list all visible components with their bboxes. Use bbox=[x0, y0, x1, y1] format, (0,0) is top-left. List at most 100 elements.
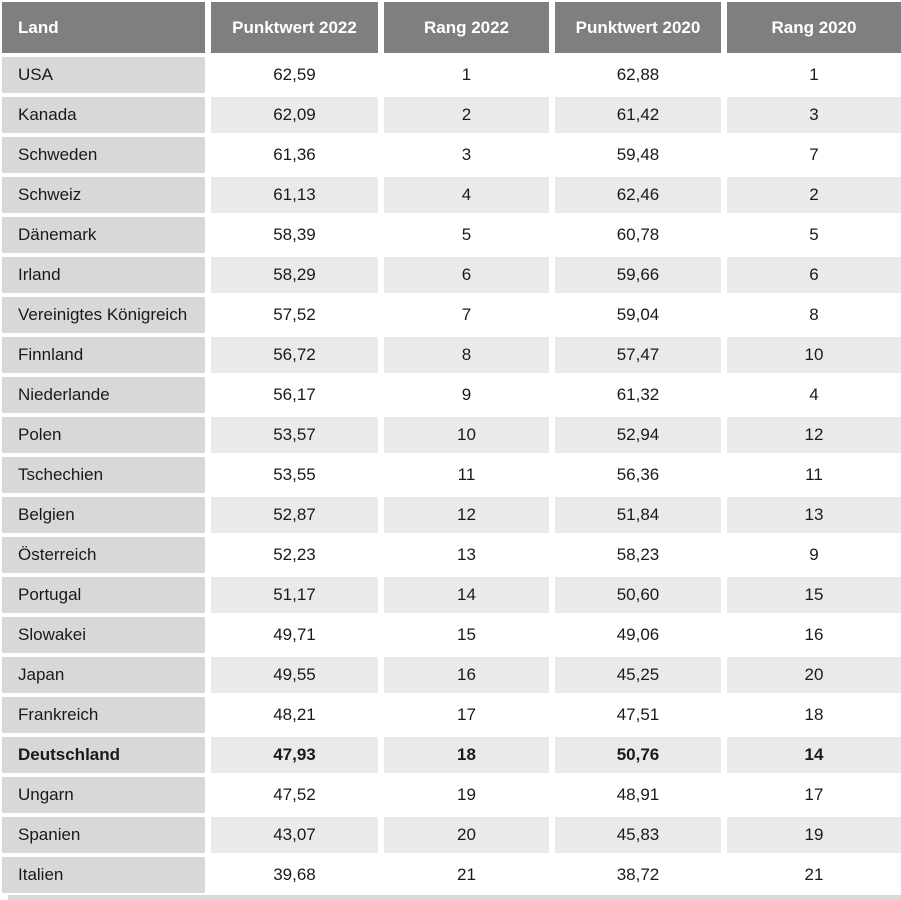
table-row: Polen 53,57 10 52,94 12 bbox=[2, 417, 901, 453]
cell-rang-2020: 4 bbox=[727, 377, 901, 413]
cell-rang-2022: 5 bbox=[384, 217, 549, 253]
cell-land: Italien bbox=[2, 857, 205, 893]
cell-punktwert-2020: 50,60 bbox=[555, 577, 721, 613]
cell-rang-2022: 1 bbox=[384, 57, 549, 93]
table-row: Tschechien 53,55 11 56,36 11 bbox=[2, 457, 901, 493]
cell-punktwert-2020: 45,25 bbox=[555, 657, 721, 693]
cell-punktwert-2020: 61,32 bbox=[555, 377, 721, 413]
cell-rang-2020: 21 bbox=[727, 857, 901, 893]
cell-punktwert-2022: 58,39 bbox=[211, 217, 378, 253]
cell-punktwert-2022: 57,52 bbox=[211, 297, 378, 333]
cell-punktwert-2020: 57,47 bbox=[555, 337, 721, 373]
cell-rang-2022: 19 bbox=[384, 777, 549, 813]
cell-rang-2022: 10 bbox=[384, 417, 549, 453]
table-row: Belgien 52,87 12 51,84 13 bbox=[2, 497, 901, 533]
cell-rang-2020: 15 bbox=[727, 577, 901, 613]
table-row: Portugal 51,17 14 50,60 15 bbox=[2, 577, 901, 613]
table-row: Kanada 62,09 2 61,42 3 bbox=[2, 97, 901, 133]
cell-land: Finnland bbox=[2, 337, 205, 373]
cell-land: Slowakei bbox=[2, 617, 205, 653]
cell-punktwert-2022: 61,13 bbox=[211, 177, 378, 213]
cell-punktwert-2020: 62,46 bbox=[555, 177, 721, 213]
cell-rang-2022: 21 bbox=[384, 857, 549, 893]
cell-rang-2020: 2 bbox=[727, 177, 901, 213]
cell-land: Irland bbox=[2, 257, 205, 293]
cell-land: Polen bbox=[2, 417, 205, 453]
cell-land: Niederlande bbox=[2, 377, 205, 413]
cell-punktwert-2020: 60,78 bbox=[555, 217, 721, 253]
cell-punktwert-2020: 59,48 bbox=[555, 137, 721, 173]
cell-land: Kanada bbox=[2, 97, 205, 133]
cell-land: Dänemark bbox=[2, 217, 205, 253]
cell-punktwert-2020: 45,83 bbox=[555, 817, 721, 853]
table-row: Italien 39,68 21 38,72 21 bbox=[2, 857, 901, 893]
cell-rang-2022: 13 bbox=[384, 537, 549, 573]
cell-punktwert-2022: 61,36 bbox=[211, 137, 378, 173]
column-header-rang-2020: Rang 2020 bbox=[727, 2, 901, 53]
cell-rang-2020: 8 bbox=[727, 297, 901, 333]
cell-punktwert-2020: 59,04 bbox=[555, 297, 721, 333]
column-header-punktwert-2020: Punktwert 2020 bbox=[555, 2, 721, 53]
table-header-row: Land Punktwert 2022 Rang 2022 Punktwert … bbox=[2, 2, 901, 53]
cell-punktwert-2022: 53,57 bbox=[211, 417, 378, 453]
cell-punktwert-2020: 38,72 bbox=[555, 857, 721, 893]
cell-rang-2022: 9 bbox=[384, 377, 549, 413]
cell-rang-2022: 16 bbox=[384, 657, 549, 693]
cell-punktwert-2020: 51,84 bbox=[555, 497, 721, 533]
cell-rang-2020: 6 bbox=[727, 257, 901, 293]
cell-punktwert-2022: 56,17 bbox=[211, 377, 378, 413]
cell-land: Frankreich bbox=[2, 697, 205, 733]
cell-rang-2022: 15 bbox=[384, 617, 549, 653]
table-row: Slowakei 49,71 15 49,06 16 bbox=[2, 617, 901, 653]
table-row: Dänemark 58,39 5 60,78 5 bbox=[2, 217, 901, 253]
cell-land: Tschechien bbox=[2, 457, 205, 493]
cell-punktwert-2022: 62,59 bbox=[211, 57, 378, 93]
cell-punktwert-2022: 47,93 bbox=[211, 737, 378, 773]
cell-punktwert-2022: 43,07 bbox=[211, 817, 378, 853]
column-header-rang-2022: Rang 2022 bbox=[384, 2, 549, 53]
cell-punktwert-2020: 47,51 bbox=[555, 697, 721, 733]
table-row: Deutschland 47,93 18 50,76 14 bbox=[2, 737, 901, 773]
cell-punktwert-2020: 58,23 bbox=[555, 537, 721, 573]
table-row: Japan 49,55 16 45,25 20 bbox=[2, 657, 901, 693]
cell-punktwert-2020: 50,76 bbox=[555, 737, 721, 773]
table-body: USA 62,59 1 62,88 1 Kanada 62,09 2 61,42 3 Schwede… bbox=[2, 57, 901, 893]
cell-rang-2020: 9 bbox=[727, 537, 901, 573]
cell-rang-2020: 17 bbox=[727, 777, 901, 813]
table-row: Österreich 52,23 13 58,23 9 bbox=[2, 537, 901, 573]
cell-rang-2020: 16 bbox=[727, 617, 901, 653]
cell-rang-2020: 18 bbox=[727, 697, 901, 733]
cell-punktwert-2020: 49,06 bbox=[555, 617, 721, 653]
cell-punktwert-2022: 52,87 bbox=[211, 497, 378, 533]
cell-rang-2020: 1 bbox=[727, 57, 901, 93]
cell-land: Spanien bbox=[2, 817, 205, 853]
cell-rang-2022: 3 bbox=[384, 137, 549, 173]
table-row: Irland 58,29 6 59,66 6 bbox=[2, 257, 901, 293]
cell-punktwert-2020: 52,94 bbox=[555, 417, 721, 453]
cell-rang-2022: 14 bbox=[384, 577, 549, 613]
cell-rang-2020: 20 bbox=[727, 657, 901, 693]
cell-rang-2020: 11 bbox=[727, 457, 901, 493]
column-header-land: Land bbox=[2, 2, 205, 53]
cell-punktwert-2020: 61,42 bbox=[555, 97, 721, 133]
cell-rang-2022: 4 bbox=[384, 177, 549, 213]
bottom-border bbox=[8, 895, 901, 900]
cell-land: Belgien bbox=[2, 497, 205, 533]
cell-punktwert-2022: 49,55 bbox=[211, 657, 378, 693]
table-row: Spanien 43,07 20 45,83 19 bbox=[2, 817, 901, 853]
cell-rang-2020: 3 bbox=[727, 97, 901, 133]
cell-rang-2020: 13 bbox=[727, 497, 901, 533]
cell-punktwert-2022: 58,29 bbox=[211, 257, 378, 293]
cell-rang-2020: 12 bbox=[727, 417, 901, 453]
cell-rang-2020: 7 bbox=[727, 137, 901, 173]
table-row: Vereinigtes Königreich 57,52 7 59,04 8 bbox=[2, 297, 901, 333]
cell-rang-2020: 5 bbox=[727, 217, 901, 253]
cell-rang-2022: 6 bbox=[384, 257, 549, 293]
cell-punktwert-2022: 47,52 bbox=[211, 777, 378, 813]
cell-punktwert-2020: 48,91 bbox=[555, 777, 721, 813]
cell-rang-2022: 11 bbox=[384, 457, 549, 493]
cell-punktwert-2022: 62,09 bbox=[211, 97, 378, 133]
cell-punktwert-2020: 56,36 bbox=[555, 457, 721, 493]
cell-punktwert-2022: 53,55 bbox=[211, 457, 378, 493]
